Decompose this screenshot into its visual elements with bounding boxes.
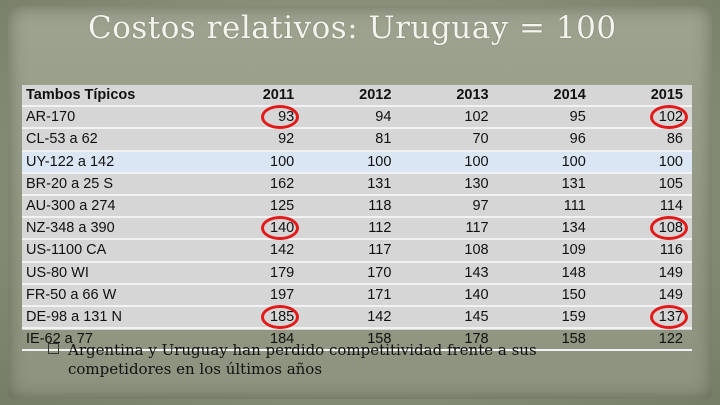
cell-value: 171 xyxy=(303,283,401,307)
cell-value: 81 xyxy=(303,128,401,152)
table-row: CL-53 a 62 92 81 70 96 86 xyxy=(22,128,692,152)
row-label: US-80 WI xyxy=(22,261,207,285)
cell-value: 158 xyxy=(303,328,401,352)
header-2015: 2015 xyxy=(594,85,692,108)
row-label: NZ-348 a 390 xyxy=(22,217,207,241)
cell-value: 178 xyxy=(400,328,498,352)
row-label: AU-300 a 274 xyxy=(22,194,207,219)
cost-table-container: Tambos Típicos 2011 2012 2013 2014 2015 … xyxy=(22,85,692,352)
cell-value: 112 xyxy=(303,217,401,241)
cell-value: 94 xyxy=(303,106,401,130)
row-label: CL-53 a 62 xyxy=(22,128,207,152)
cell-value: 142 xyxy=(206,239,304,263)
cell-value: 117 xyxy=(303,239,401,263)
red-circle-annotation xyxy=(650,304,688,329)
cell-value: 102 xyxy=(400,106,498,130)
cell-value: 122 xyxy=(594,328,692,352)
cell-value: 117 xyxy=(400,217,498,241)
cell-value: 100 xyxy=(400,150,498,174)
cell-value: 130 xyxy=(400,172,498,196)
cell-value: 149 xyxy=(594,261,692,285)
cell-value: 158 xyxy=(497,328,595,352)
row-label: AR-170 xyxy=(22,106,207,130)
cell-value: 184 xyxy=(206,328,304,352)
header-2012: 2012 xyxy=(303,85,401,108)
cell-value: 105 xyxy=(594,172,692,196)
table-row: US-1100 CA 142 117 108 109 116 xyxy=(22,239,692,263)
cell-value: 159 xyxy=(497,305,595,330)
cell-value: 118 xyxy=(303,194,401,219)
cell-value: 179 xyxy=(206,261,304,285)
table-row: DE-98 a 131 N 185 142 145 159 137 xyxy=(22,305,692,330)
cell-value: 170 xyxy=(303,261,401,285)
row-label: IE-62 a 77 xyxy=(22,328,207,352)
red-circle-annotation xyxy=(650,216,688,241)
table-row: UY-122 a 142 100 100 100 100 100 xyxy=(22,150,692,174)
table-row: IE-62 a 77 184 158 178 158 122 xyxy=(22,328,692,352)
header-2011: 2011 xyxy=(206,85,304,108)
cell-value: 111 xyxy=(497,194,595,219)
cell-value: 92 xyxy=(206,128,304,152)
row-label: US-1100 CA xyxy=(22,239,207,263)
cell-value: 142 xyxy=(303,305,401,330)
bullet-text: Argentina y Uruguay han perdido competit… xyxy=(68,341,537,378)
cell-value: 100 xyxy=(206,150,304,174)
row-label: DE-98 a 131 N xyxy=(22,305,207,330)
cell-value: 131 xyxy=(303,172,401,196)
cell-value: 150 xyxy=(497,283,595,307)
cell-value: 100 xyxy=(303,150,401,174)
header-tambos: Tambos Típicos xyxy=(22,85,207,108)
cell-value: 109 xyxy=(497,239,595,263)
cell-value: 143 xyxy=(400,261,498,285)
cell-value: 149 xyxy=(594,283,692,307)
cell-value: 125 xyxy=(206,194,304,219)
square-bullet-icon xyxy=(48,343,59,354)
table-row: AU-300 a 274 125 118 97 111 114 xyxy=(22,194,692,219)
cell-value: 100 xyxy=(594,150,692,174)
table-row: US-80 WI 179 170 143 148 149 xyxy=(22,261,692,285)
table-header-row: Tambos Típicos 2011 2012 2013 2014 2015 xyxy=(22,85,692,108)
cell-value: 95 xyxy=(497,106,595,130)
cell-value: 108 xyxy=(400,239,498,263)
red-circle-annotation xyxy=(261,105,300,130)
cell-value: 197 xyxy=(206,283,304,307)
slide-title: Costos relativos: Uruguay = 100 xyxy=(88,10,617,46)
cell-value: 96 xyxy=(497,128,595,152)
row-label: UY-122 a 142 xyxy=(22,150,207,174)
cell-value: 148 xyxy=(497,261,595,285)
cost-table: Tambos Típicos 2011 2012 2013 2014 2015 … xyxy=(22,85,692,352)
cell-value: 145 xyxy=(400,305,498,330)
cell-value: 134 xyxy=(497,217,595,241)
row-label: BR-20 a 25 S xyxy=(22,172,207,196)
cell-value: 131 xyxy=(497,172,595,196)
cell-value: 140 xyxy=(400,283,498,307)
cell-value: 100 xyxy=(497,150,595,174)
row-label: FR-50 a 66 W xyxy=(22,283,207,307)
red-circle-annotation xyxy=(261,304,300,329)
red-circle-annotation xyxy=(261,216,300,241)
cell-value: 162 xyxy=(206,172,304,196)
cell-value: 70 xyxy=(400,128,498,152)
red-circle-annotation xyxy=(650,105,688,130)
table-row: BR-20 a 25 S 162 131 130 131 105 xyxy=(22,172,692,196)
cell-value: 116 xyxy=(594,239,692,263)
header-2013: 2013 xyxy=(400,85,498,108)
bullet-point: Argentina y Uruguay han perdido competit… xyxy=(48,341,608,379)
table-body: AR-170 93 94 102 95 102 CL-53 a 62 92 81 70 96 86 UY… xyxy=(22,106,692,352)
table-row: NZ-348 a 390 140 112 117 134 108 xyxy=(22,217,692,241)
table-row: AR-170 93 94 102 95 102 xyxy=(22,106,692,130)
cell-value: 86 xyxy=(594,128,692,152)
header-2014: 2014 xyxy=(497,85,595,108)
table-row: FR-50 a 66 W 197 171 140 150 149 xyxy=(22,283,692,307)
cell-value: 97 xyxy=(400,194,498,219)
cell-value: 114 xyxy=(594,194,692,219)
